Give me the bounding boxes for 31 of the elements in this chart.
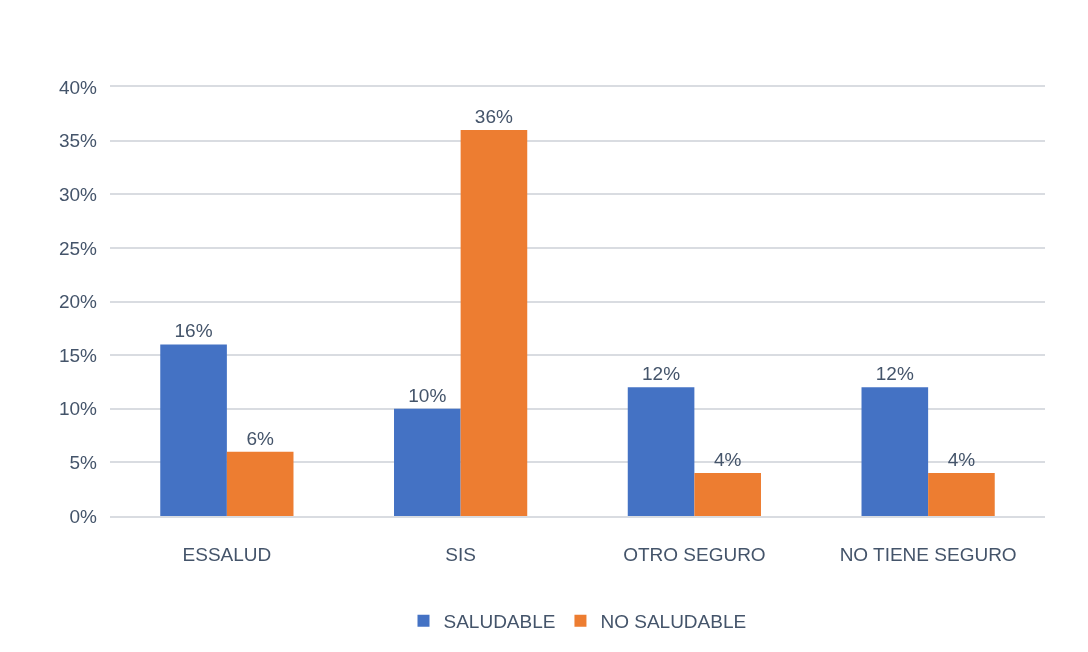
data-label: 16% [174, 320, 213, 342]
legend-label: SALUDABLE [443, 611, 556, 633]
bar [460, 129, 528, 516]
y-tick-label: 20% [58, 291, 98, 313]
y-tick-label: 10% [58, 398, 98, 420]
bar [861, 387, 929, 516]
y-tick-label: 40% [58, 76, 98, 98]
y-tick-label: 5% [69, 452, 98, 474]
x-tick-label: NO TIENE SEGURO [839, 543, 1017, 565]
data-label: 4% [713, 449, 742, 471]
bar [627, 387, 695, 516]
bar [394, 408, 461, 516]
bar [160, 344, 227, 516]
x-tick-label: ESSALUD [182, 543, 272, 565]
bar [928, 473, 995, 516]
data-label: 12% [642, 363, 681, 385]
y-tick-label: 30% [58, 183, 98, 205]
bar [694, 473, 761, 516]
data-label: 36% [474, 105, 513, 127]
y-tick-label: 35% [58, 130, 98, 152]
data-label: 12% [875, 363, 914, 385]
y-tick-label: 15% [58, 344, 98, 366]
data-label: 10% [408, 384, 447, 406]
bar [226, 451, 294, 516]
data-label: 6% [246, 427, 274, 449]
x-tick-label: SIS [445, 543, 476, 565]
legend-label: NO SALUDABLE [600, 611, 747, 633]
data-label: 4% [947, 449, 976, 471]
x-tick-label: OTRO SEGURO [623, 543, 766, 565]
y-tick-label: 25% [58, 237, 98, 259]
y-tick-label: 0% [69, 505, 98, 527]
